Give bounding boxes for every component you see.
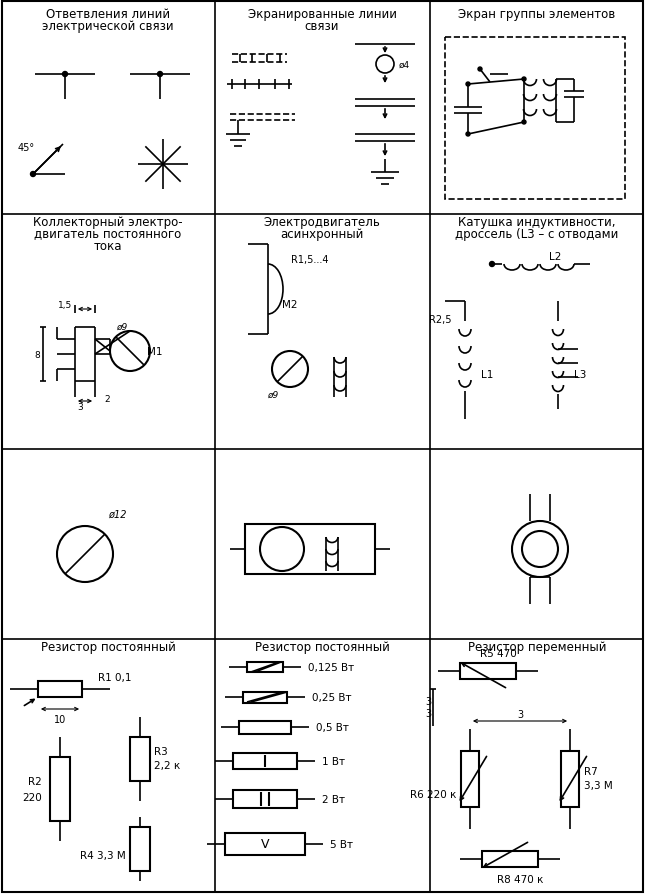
Text: 3: 3 (425, 696, 431, 706)
Text: 2: 2 (104, 395, 110, 404)
Text: 1 Вт: 1 Вт (322, 756, 345, 766)
Text: R7: R7 (584, 766, 598, 776)
Bar (461, 751, 479, 807)
Bar (245, 525, 375, 574)
Text: Резистор постоянный: Резистор постоянный (41, 641, 175, 654)
Text: 0,125 Вт: 0,125 Вт (308, 662, 354, 672)
Circle shape (63, 72, 68, 78)
Text: 5 Вт: 5 Вт (330, 839, 353, 849)
Bar (445, 38, 625, 199)
Text: Коллекторный электро-: Коллекторный электро- (33, 215, 183, 228)
Circle shape (466, 83, 470, 87)
Text: 0,25 Вт: 0,25 Вт (312, 692, 352, 702)
Bar (460, 663, 516, 679)
Circle shape (522, 121, 526, 125)
Text: 3: 3 (425, 708, 431, 718)
Text: 2 Вт: 2 Вт (322, 794, 345, 804)
Text: Резистор переменный: Резистор переменный (468, 641, 606, 654)
Text: R5 470: R5 470 (480, 648, 517, 658)
Bar (233, 790, 297, 808)
Text: R2,5: R2,5 (429, 315, 451, 325)
Text: 3: 3 (77, 402, 83, 411)
Text: L3: L3 (574, 369, 586, 380)
Text: 2,2 к: 2,2 к (154, 760, 180, 770)
Text: 10: 10 (54, 714, 66, 724)
Text: R8 470 к: R8 470 к (497, 874, 543, 884)
Bar (243, 692, 287, 704)
Text: 0,5 Вт: 0,5 Вт (316, 722, 349, 732)
Text: тока: тока (94, 240, 123, 252)
Text: V: V (261, 838, 269, 850)
Text: Катушка индуктивности,: Катушка индуктивности, (458, 215, 616, 228)
Circle shape (30, 173, 35, 177)
Bar (130, 827, 150, 871)
Bar (239, 721, 291, 734)
Text: Экранированные линии: Экранированные линии (248, 7, 397, 21)
Text: двигатель постоянного: двигатель постоянного (34, 227, 182, 240)
Text: 45°: 45° (18, 143, 35, 153)
Text: M2: M2 (283, 299, 298, 309)
Bar (482, 851, 538, 867)
Circle shape (466, 133, 470, 137)
Text: R4 3,3 М: R4 3,3 М (80, 850, 126, 860)
Text: связи: связи (304, 20, 339, 32)
Text: L2: L2 (549, 252, 561, 262)
Circle shape (522, 78, 526, 82)
Text: R1,5...4: R1,5...4 (292, 255, 329, 265)
Bar (130, 738, 150, 781)
Text: ø4: ø4 (399, 61, 410, 70)
Bar (247, 662, 283, 672)
Text: R1 0,1: R1 0,1 (98, 672, 132, 682)
Circle shape (478, 68, 482, 72)
Text: ø9: ø9 (268, 390, 279, 399)
Text: ø12: ø12 (108, 510, 126, 519)
Text: L1: L1 (481, 369, 493, 380)
Text: Ответвления линий: Ответвления линий (46, 7, 170, 21)
Bar (50, 757, 70, 821)
Text: Экран группы элементов: Экран группы элементов (459, 7, 615, 21)
Text: 3,3 М: 3,3 М (584, 780, 613, 790)
Text: электрической связи: электрической связи (42, 20, 174, 32)
Text: R6 220 к: R6 220 к (410, 789, 456, 799)
Bar (38, 681, 82, 697)
Text: 8: 8 (34, 350, 40, 359)
Text: R3: R3 (154, 746, 168, 756)
Bar (233, 753, 297, 769)
Text: ø9: ø9 (116, 322, 128, 331)
Text: 3: 3 (517, 709, 523, 719)
Circle shape (157, 72, 163, 78)
Text: 220: 220 (22, 792, 42, 802)
Text: дроссель (L3 – с отводами: дроссель (L3 – с отводами (455, 227, 619, 240)
Bar (561, 751, 579, 807)
Circle shape (490, 262, 495, 267)
Text: M1: M1 (147, 347, 163, 357)
Bar (225, 833, 305, 855)
Text: 1,5: 1,5 (58, 300, 72, 309)
Text: асинхронный: асинхронный (281, 227, 364, 240)
Text: R2: R2 (28, 776, 42, 786)
Text: Резистор постоянный: Резистор постоянный (255, 641, 390, 654)
Text: Электродвигатель: Электродвигатель (264, 215, 381, 228)
